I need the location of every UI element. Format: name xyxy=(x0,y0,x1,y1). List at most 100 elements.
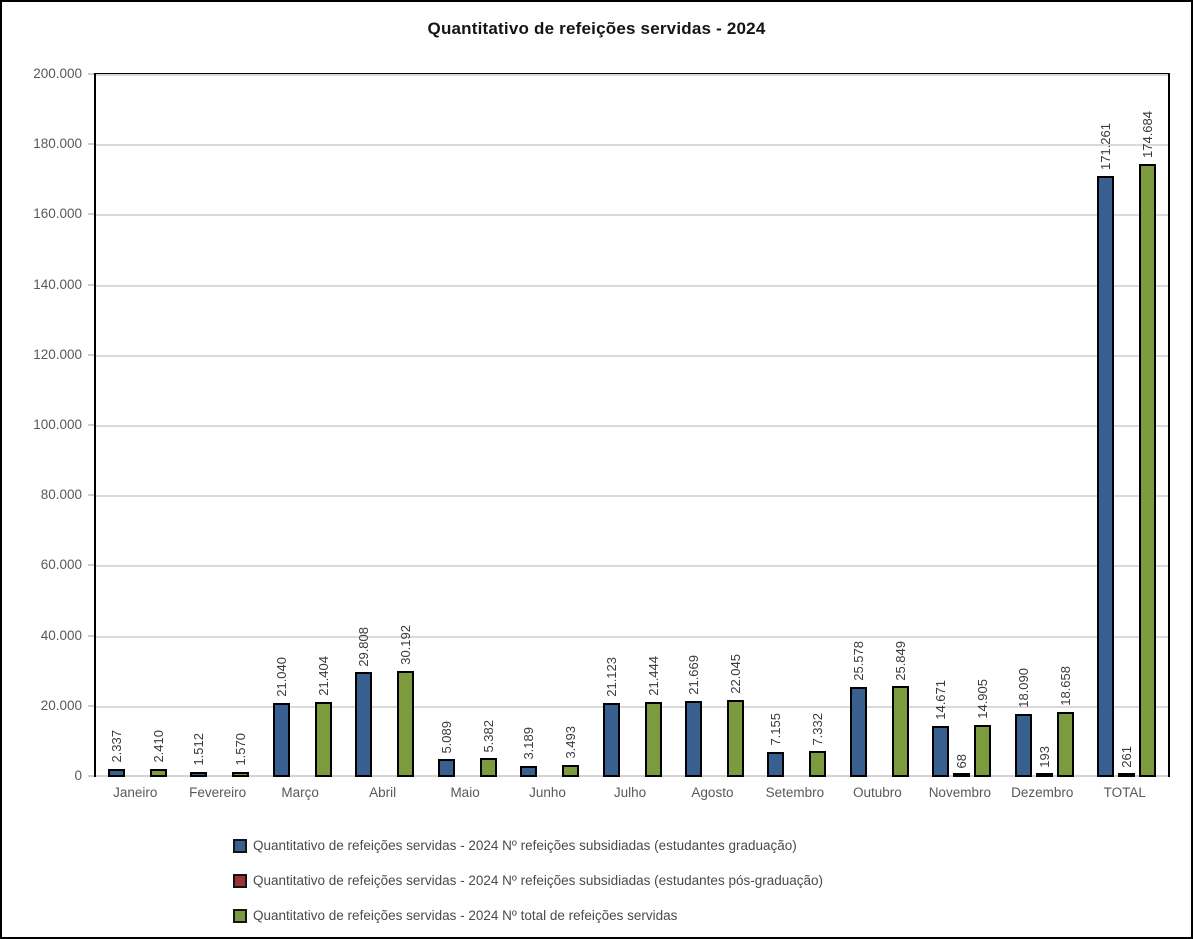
bar-total-refeicoes-servidas-outubro xyxy=(891,686,909,777)
value-label-total-refeicoes-servidas-setembro: 7.332 xyxy=(810,712,826,746)
x-category-label-junho: Junho xyxy=(529,785,566,800)
legend-item-graduacao: Quantitativo de refeições servidas - 202… xyxy=(233,833,823,858)
bar-refeicoes-subsidiadas-graduacao-setembro xyxy=(767,751,785,777)
bar-total-refeicoes-servidas-junho xyxy=(562,764,580,777)
value-label-refeicoes-subsidiadas-graduacao-junho: 3.189 xyxy=(521,727,537,760)
x-category-label-setembro: Setembro xyxy=(765,785,825,800)
value-label-refeicoes-subsidiadas-pos-graduacao-total: 261 xyxy=(1119,746,1135,768)
bar-refeicoes-subsidiadas-graduacao-dezembro xyxy=(1014,713,1032,777)
value-label-refeicoes-subsidiadas-graduacao-agosto: 21.669 xyxy=(685,655,701,695)
x-category-label-total: TOTAL xyxy=(1103,785,1146,800)
bar-refeicoes-subsidiadas-graduacao-novembro xyxy=(932,725,950,777)
value-label-refeicoes-subsidiadas-graduacao-fevereiro: 1.512 xyxy=(191,733,207,766)
gridline xyxy=(96,284,1168,287)
value-label-refeicoes-subsidiadas-graduacao-abril: 29.808 xyxy=(356,626,372,667)
y-tick-label: 40.000 xyxy=(40,627,82,643)
y-tick-label: 80.000 xyxy=(40,487,82,503)
x-axis-line xyxy=(96,775,1168,777)
y-tick-label: 200.000 xyxy=(33,66,82,81)
y-tick-mark xyxy=(88,704,94,707)
x-category-label-março: Março xyxy=(281,785,319,800)
bar-total-refeicoes-servidas-abril xyxy=(397,671,415,777)
bar-total-refeicoes-servidas-julho xyxy=(644,701,662,777)
value-label-total-refeicoes-servidas-total: 174.684 xyxy=(1140,110,1156,158)
value-label-refeicoes-subsidiadas-graduacao-setembro: 7.155 xyxy=(768,713,784,746)
bar-refeicoes-subsidiadas-graduacao-março xyxy=(272,703,290,777)
gridline xyxy=(96,354,1168,357)
value-label-total-refeicoes-servidas-fevereiro: 1.570 xyxy=(233,732,249,766)
legend-item-total: Quantitativo de refeições servidas - 202… xyxy=(233,903,823,928)
chart-title: Quantitativo de refeições servidas - 202… xyxy=(427,19,766,38)
value-label-refeicoes-subsidiadas-graduacao-maio: 5.089 xyxy=(438,720,454,754)
value-label-refeicoes-subsidiadas-graduacao-janeiro: 2.337 xyxy=(108,730,124,763)
y-tick-label: 180.000 xyxy=(33,136,82,152)
value-label-total-refeicoes-servidas-março: 21.404 xyxy=(315,656,331,696)
x-category-label-fevereiro: Fevereiro xyxy=(189,785,247,800)
y-tick-label: 140.000 xyxy=(33,276,82,292)
bar-total-refeicoes-servidas-março xyxy=(314,701,332,777)
bar-total-refeicoes-servidas-fevereiro xyxy=(232,771,250,777)
bar-total-refeicoes-servidas-agosto xyxy=(726,699,744,777)
legend-label: Quantitativo de refeições servidas - 202… xyxy=(253,838,797,853)
bar-refeicoes-subsidiadas-pos-graduacao-dezembro xyxy=(1035,773,1053,777)
gridline xyxy=(96,425,1168,427)
gridline xyxy=(96,214,1168,217)
x-category-label-abril: Abril xyxy=(369,785,397,800)
value-label-refeicoes-subsidiadas-graduacao-março: 21.040 xyxy=(273,657,289,698)
value-label-refeicoes-subsidiadas-pos-graduacao-novembro: 68 xyxy=(954,753,970,768)
value-label-total-refeicoes-servidas-junho: 3.493 xyxy=(563,726,579,759)
gridline xyxy=(96,495,1168,498)
bar-refeicoes-subsidiadas-pos-graduacao-total xyxy=(1118,773,1136,777)
bar-refeicoes-subsidiadas-pos-graduacao-novembro xyxy=(953,773,971,777)
value-label-total-refeicoes-servidas-agosto: 22.045 xyxy=(727,653,743,694)
x-category-label-novembro: Novembro xyxy=(928,785,991,800)
legend-swatch-pos-graduacao-icon xyxy=(233,873,247,888)
gridline xyxy=(96,74,1168,76)
value-label-refeicoes-subsidiadas-graduacao-novembro: 14.671 xyxy=(933,679,949,720)
y-tick-mark xyxy=(88,213,94,216)
bar-refeicoes-subsidiadas-graduacao-julho xyxy=(602,702,620,777)
y-tick-label: 120.000 xyxy=(33,346,82,362)
bar-refeicoes-subsidiadas-graduacao-janeiro xyxy=(107,768,125,777)
bar-total-refeicoes-servidas-total xyxy=(1139,163,1157,777)
y-tick-mark xyxy=(88,564,94,567)
value-label-refeicoes-subsidiadas-graduacao-julho: 21.123 xyxy=(603,657,619,697)
x-category-label-dezembro: Dezembro xyxy=(1011,785,1074,800)
bar-total-refeicoes-servidas-dezembro xyxy=(1056,711,1074,777)
gridline xyxy=(96,144,1168,147)
value-label-total-refeicoes-servidas-dezembro: 18.658 xyxy=(1057,665,1073,706)
x-category-label-janeiro: Janeiro xyxy=(113,785,158,800)
y-tick-mark xyxy=(88,73,94,75)
legend-swatch-graduacao-icon xyxy=(233,838,247,853)
value-label-refeicoes-subsidiadas-pos-graduacao-dezembro: 193 xyxy=(1036,746,1052,768)
bar-total-refeicoes-servidas-janeiro xyxy=(149,768,167,777)
bar-refeicoes-subsidiadas-graduacao-total xyxy=(1097,175,1115,777)
x-category-label-outubro: Outubro xyxy=(852,785,902,800)
bar-refeicoes-subsidiadas-graduacao-junho xyxy=(520,765,538,777)
y-tick-label: 160.000 xyxy=(33,206,82,222)
value-label-total-refeicoes-servidas-novembro: 14.905 xyxy=(975,678,991,719)
y-tick-label: 100.000 xyxy=(33,417,82,432)
x-category-label-maio: Maio xyxy=(450,785,480,800)
y-tick-mark xyxy=(88,143,94,146)
value-label-total-refeicoes-servidas-outubro: 25.849 xyxy=(892,640,908,681)
value-label-refeicoes-subsidiadas-graduacao-outubro: 25.578 xyxy=(850,641,866,682)
y-tick-mark xyxy=(88,775,94,777)
bar-refeicoes-subsidiadas-graduacao-outubro xyxy=(849,687,867,777)
legend-label: Quantitativo de refeições servidas - 202… xyxy=(253,908,678,923)
y-tick-mark xyxy=(88,353,94,356)
x-category-label-julho: Julho xyxy=(613,785,647,800)
legend: Quantitativo de refeições servidas - 202… xyxy=(233,833,823,937)
value-label-total-refeicoes-servidas-maio: 5.382 xyxy=(480,719,496,753)
bar-total-refeicoes-servidas-novembro xyxy=(974,724,992,777)
y-tick-mark xyxy=(88,424,94,426)
legend-swatch-total-icon xyxy=(233,908,247,923)
gridline xyxy=(96,705,1168,708)
bar-refeicoes-subsidiadas-graduacao-maio xyxy=(437,759,455,777)
bar-refeicoes-subsidiadas-graduacao-abril xyxy=(355,672,373,777)
y-tick-mark xyxy=(88,634,94,637)
value-label-refeicoes-subsidiadas-graduacao-total: 171.261 xyxy=(1098,122,1114,170)
gridline xyxy=(96,635,1168,638)
y-tick-mark xyxy=(88,283,94,286)
